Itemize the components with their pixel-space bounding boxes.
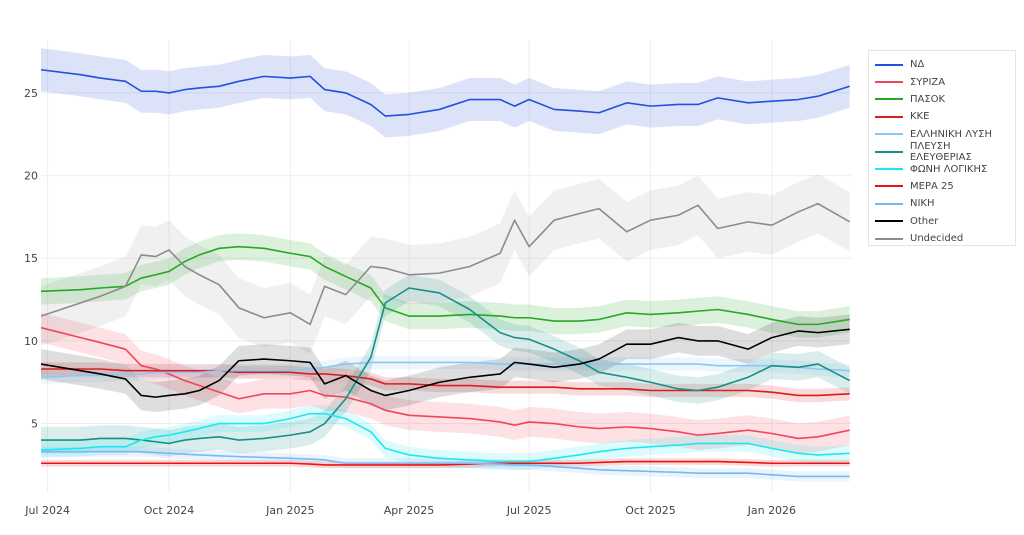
legend: ΝΔ ΣΥΡΙΖΑ ΠΑΣΟΚ ΚΚΕ ΕΛΛΗΝΙΚΗ ΛΥΣΗ ΠΛΕΥΣΗ ΕΛΕΥ… xyxy=(868,50,1016,246)
legend-swatch xyxy=(875,220,903,223)
x-tick-label: Oct 2025 xyxy=(625,504,676,517)
legend-swatch xyxy=(875,63,903,66)
confidence-band xyxy=(41,314,850,412)
y-tick-label: 25 xyxy=(24,87,38,100)
legend-item[interactable]: ΠΑΣΟΚ xyxy=(869,91,1015,108)
legend-item[interactable]: ΦΩΝΗ ΛΟΓΙΚΗΣ xyxy=(869,160,1015,177)
legend-item[interactable]: ΚΚΕ xyxy=(869,108,1015,125)
legend-swatch xyxy=(875,168,903,171)
series-line xyxy=(40,412,850,463)
confidence-band xyxy=(41,355,850,384)
x-tick-label: Jan 2025 xyxy=(265,504,314,517)
legend-swatch xyxy=(875,202,903,205)
y-tick-label: 20 xyxy=(24,170,38,183)
legend-item[interactable]: ΝΙΚΗ xyxy=(869,195,1015,212)
legend-item[interactable]: ΕΛΛΗΝΙΚΗ ΛΥΣΗ xyxy=(869,126,1015,143)
legend-item[interactable]: ΠΛΕΥΣΗ ΕΛΕΥΘΕΡΙΑΣ xyxy=(869,140,1015,163)
legend-item[interactable]: ΝΔ xyxy=(869,56,1015,73)
series-line xyxy=(40,202,851,326)
series-line xyxy=(41,460,850,466)
x-tick-label: Jan 2026 xyxy=(747,504,796,517)
y-tick-label: 15 xyxy=(24,252,38,265)
legend-swatch xyxy=(875,185,903,188)
legend-item[interactable]: ΜΕΡΑ 25 xyxy=(869,178,1015,195)
x-tick-label: Jul 2024 xyxy=(24,504,70,517)
legend-label: ΣΥΡΙΖΑ xyxy=(910,76,946,88)
legend-swatch xyxy=(875,133,903,136)
series-line xyxy=(40,326,850,440)
legend-item[interactable]: Other xyxy=(869,213,1015,230)
y-tick-label: 10 xyxy=(24,335,38,348)
x-tick-label: Apr 2025 xyxy=(384,504,435,517)
legend-label: Undecided xyxy=(910,233,964,245)
y-tick-label: 5 xyxy=(31,418,38,431)
series-line xyxy=(41,450,850,478)
series-line xyxy=(40,245,850,326)
series-line xyxy=(40,68,850,117)
confidence-band xyxy=(41,405,850,470)
legend-label: Other xyxy=(910,215,939,227)
legend-label: ΚΚΕ xyxy=(910,111,930,123)
series-line xyxy=(40,328,850,398)
legend-swatch xyxy=(875,98,903,101)
x-tick-label: Jul 2025 xyxy=(506,504,552,517)
legend-swatch xyxy=(875,150,903,153)
confidence-band xyxy=(41,233,850,338)
legend-item[interactable]: ΣΥΡΙΖΑ xyxy=(869,73,1015,90)
legend-label: ΦΩΝΗ ΛΟΓΙΚΗΣ xyxy=(910,163,988,175)
legend-label: ΝΔ xyxy=(910,59,925,71)
legend-swatch xyxy=(875,81,903,84)
series-line xyxy=(41,287,851,445)
legend-label: ΜΕΡΑ 25 xyxy=(910,180,954,192)
legend-item[interactable]: Undecided xyxy=(869,230,1015,247)
confidence-band xyxy=(41,48,850,138)
legend-label: ΠΑΣΟΚ xyxy=(910,93,946,105)
legend-label: ΝΙΚΗ xyxy=(910,198,935,210)
confidence-band xyxy=(41,312,850,454)
legend-swatch xyxy=(875,115,903,118)
legend-label: ΠΛΕΥΣΗ ΕΛΕΥΘΕΡΙΑΣ xyxy=(909,140,972,163)
series-line xyxy=(40,361,850,379)
legend-label: ΕΛΛΗΝΙΚΗ ΛΥΣΗ xyxy=(910,128,992,140)
legend-swatch xyxy=(875,237,903,240)
x-tick-label: Oct 2024 xyxy=(144,504,195,517)
